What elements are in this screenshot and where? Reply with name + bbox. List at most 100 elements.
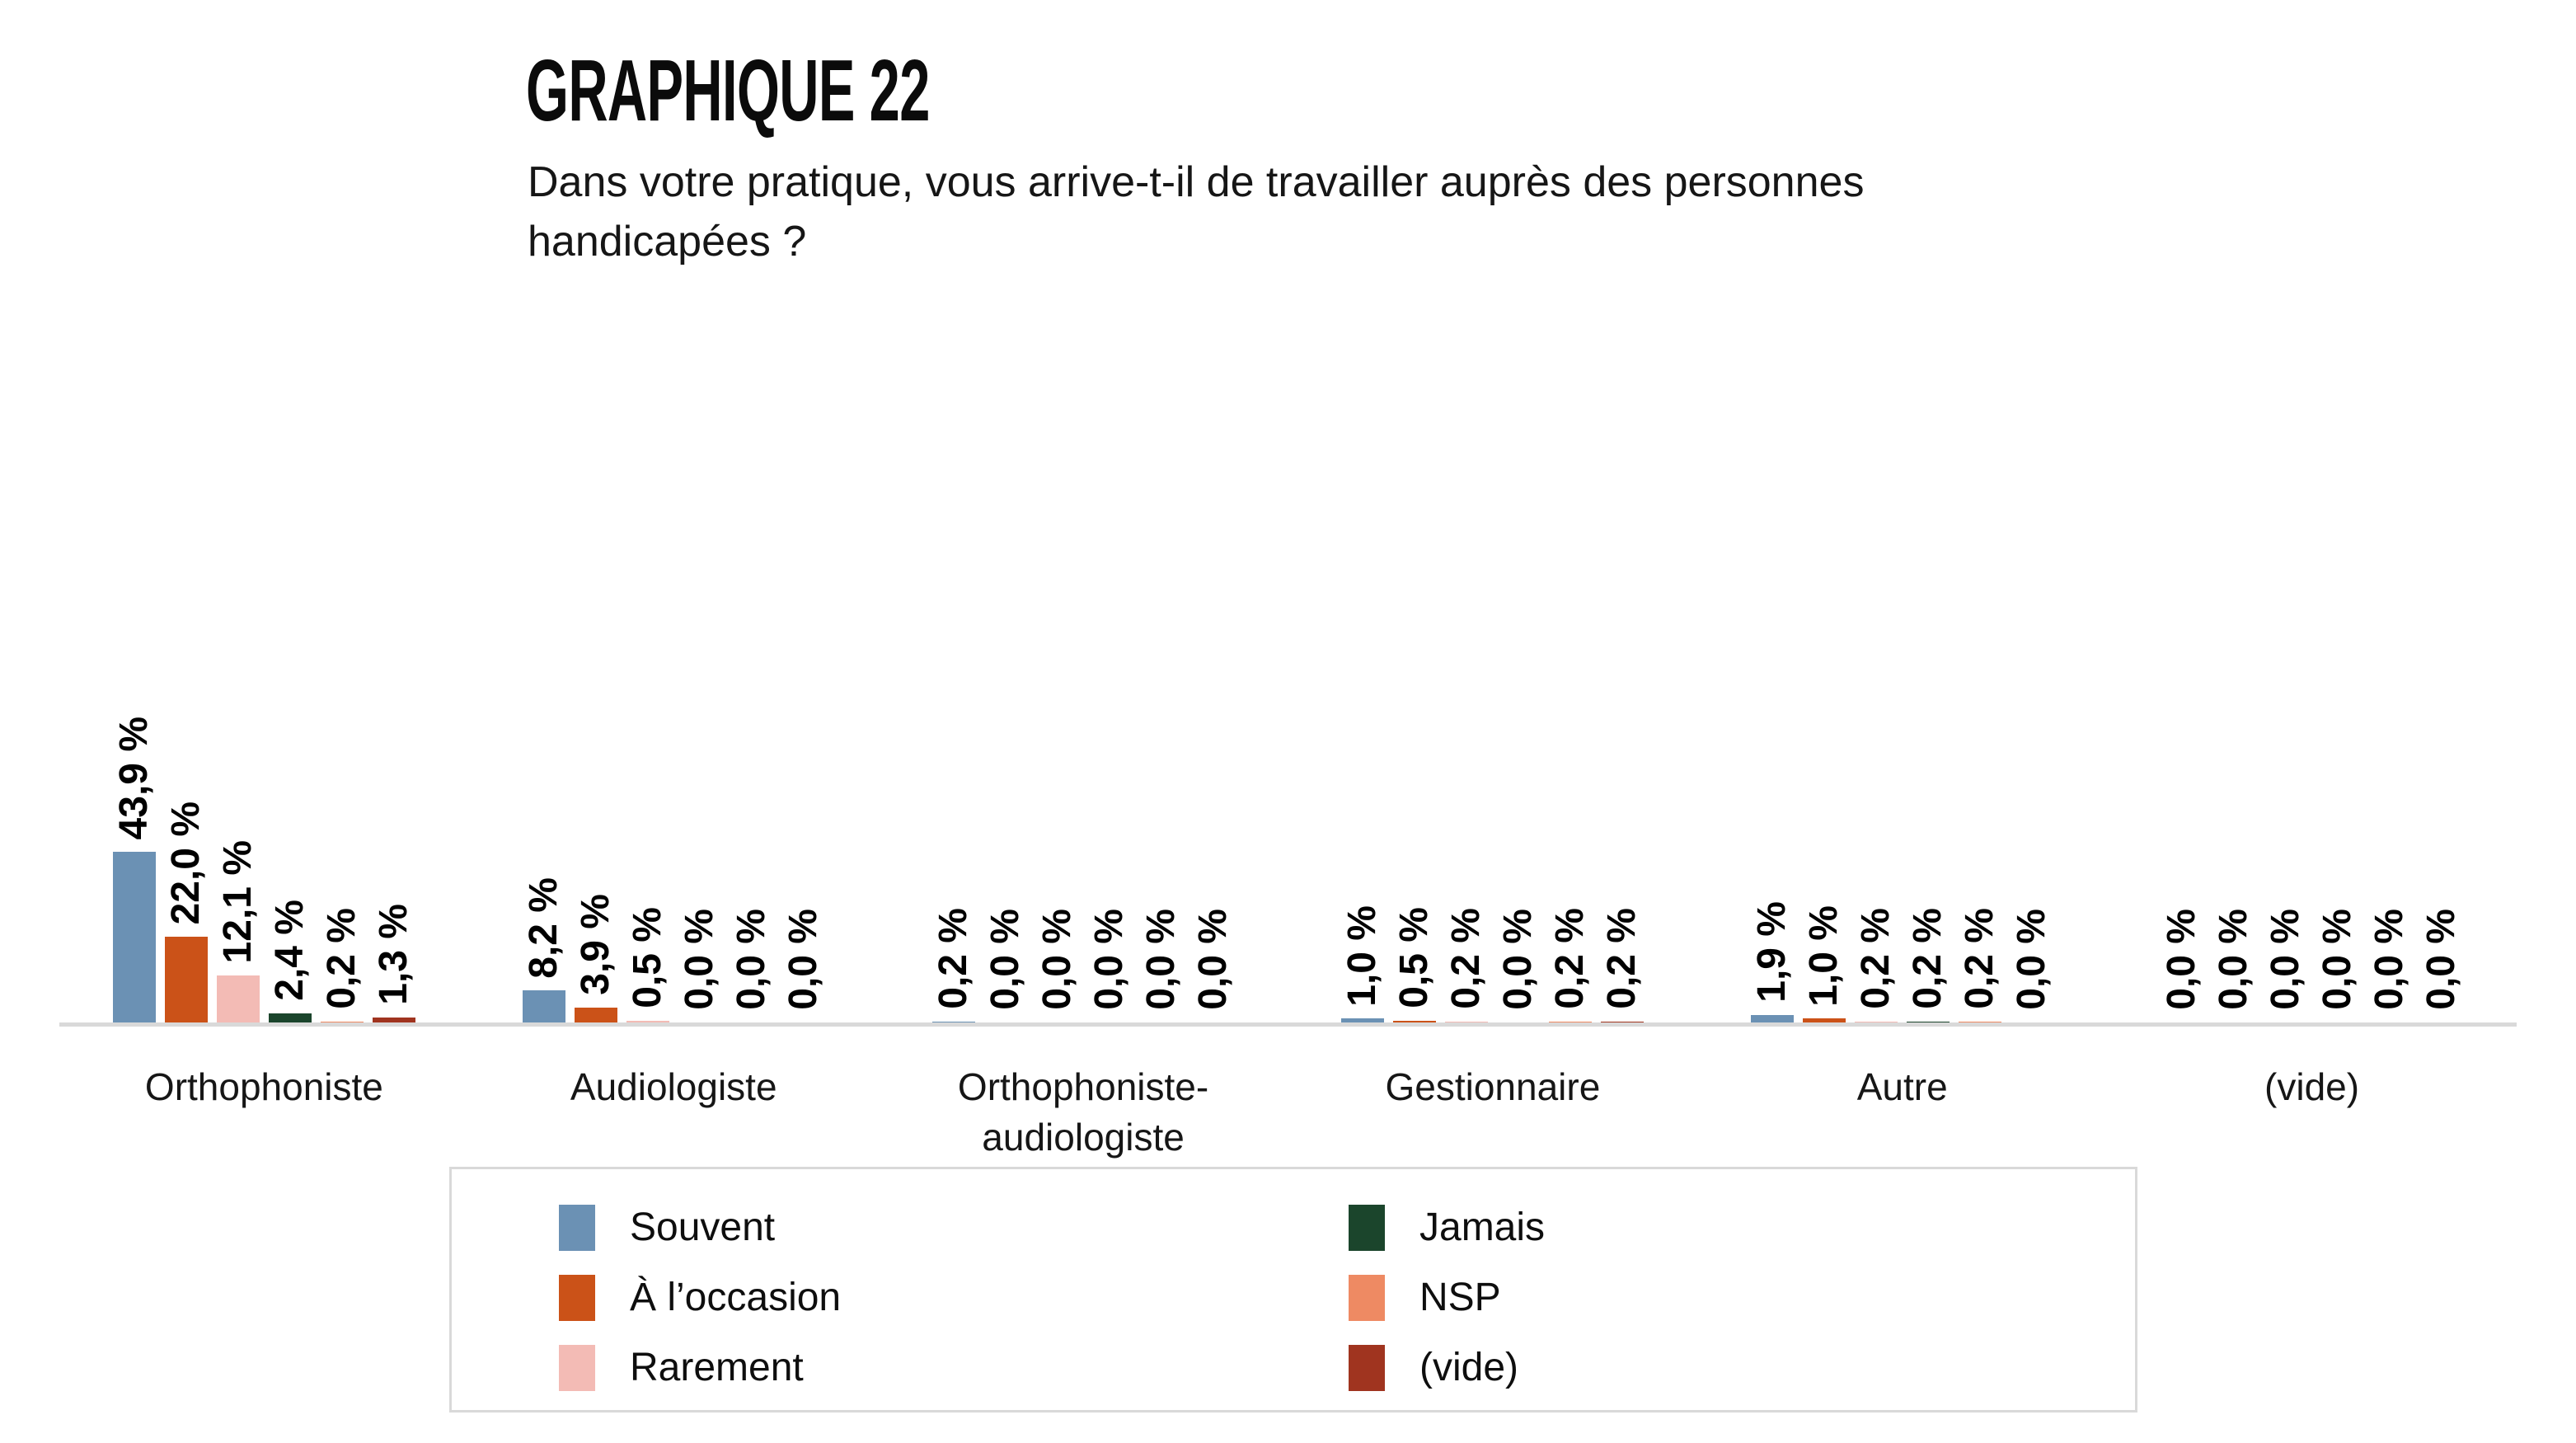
category-label: Orthophoniste xyxy=(144,1065,383,1108)
bar-value-label: 0,2 % xyxy=(1906,908,1950,1010)
bar-cell: 0,0 % xyxy=(1087,909,1131,1022)
bar-cell: 1,3 % xyxy=(371,904,415,1022)
bar-value-label: 0,0 % xyxy=(781,909,825,1010)
bar-value-label: 0,0 % xyxy=(729,909,773,1010)
legend-label: (vide) xyxy=(1419,1346,1519,1389)
legend-swatch xyxy=(1349,1274,1385,1321)
bar-value-label: 0,0 % xyxy=(2212,909,2256,1010)
legend-item: Jamais xyxy=(1349,1192,2135,1262)
bar-cell: 1,0 % xyxy=(1340,905,1385,1022)
x-axis-line xyxy=(59,1022,2517,1027)
bar-jamais xyxy=(268,1013,312,1022)
bar-cell: 0,0 % xyxy=(2010,909,2054,1022)
bar-cell: 0,0 % xyxy=(781,909,825,1022)
bar-value-label: 3,9 % xyxy=(573,893,617,995)
category-axis: Orthophoniste Audiologiste Orthophoniste-a… xyxy=(59,1062,2517,1162)
bar-group-6: 0,0 % 0,0 % 0,0 % 0,0 % 0,0 % 0,0 % xyxy=(2107,909,2517,1022)
bar-value-label: 1,3 % xyxy=(371,904,415,1005)
bar--l-occasion xyxy=(1803,1018,1846,1022)
bar-souvent xyxy=(1341,1018,1385,1022)
category-label: (vide) xyxy=(2264,1065,2360,1108)
bar-value-label: 0,0 % xyxy=(1190,909,1235,1010)
bar-value-label: 8,2 % xyxy=(521,877,565,979)
legend-swatch xyxy=(1349,1344,1385,1391)
page-title: GRAPHIQUE 22 xyxy=(526,42,930,139)
bar-cell: 1,9 % xyxy=(1750,901,1795,1022)
bar-value-label: 0,0 % xyxy=(2160,909,2204,1010)
bar-value-label: 0,0 % xyxy=(2367,909,2412,1010)
bar-cell: 2,4 % xyxy=(267,899,312,1022)
bar-value-label: 0,0 % xyxy=(2316,909,2360,1010)
bar-cell: 0,2 % xyxy=(1548,908,1593,1022)
bar-value-label: 12,1 % xyxy=(215,839,260,964)
bar-souvent xyxy=(522,990,565,1022)
bar-souvent xyxy=(1751,1015,1795,1022)
bar-value-label: 0,0 % xyxy=(2419,909,2464,1010)
bar-cell: 0,2 % xyxy=(931,908,975,1022)
bar-value-label: 0,5 % xyxy=(625,906,669,1008)
legend-swatch xyxy=(559,1274,595,1321)
legend-label: À l’occasion xyxy=(630,1276,842,1319)
bar-cell: 0,0 % xyxy=(2264,909,2307,1022)
bar-cell: 22,0 % xyxy=(163,801,208,1022)
legend-label: NSP xyxy=(1419,1276,1501,1319)
bar--l-occasion xyxy=(574,1007,617,1022)
bar--l-occasion xyxy=(164,937,208,1022)
bar-group-5: 1,9 % 1,0 % 0,2 % 0,2 % 0,2 % 0,0 % xyxy=(1697,901,2107,1022)
bar-value-label: 0,0 % xyxy=(2264,909,2308,1010)
bar-cell: 0,5 % xyxy=(1392,906,1437,1022)
bar-value-label: 0,2 % xyxy=(1444,908,1489,1010)
bar-value-label: 0,0 % xyxy=(1138,909,1183,1010)
category-label: Audiologiste xyxy=(570,1065,777,1108)
bar-cell: 0,0 % xyxy=(1035,909,1079,1022)
bar-group-2: 8,2 % 3,9 % 0,5 % 0,0 % 0,0 % 0,0 % xyxy=(469,877,879,1022)
bar-cell: 0,0 % xyxy=(2367,909,2412,1022)
bar-cell: 0,5 % xyxy=(626,907,669,1022)
bar-value-label: 1,0 % xyxy=(1340,905,1385,1007)
bar-value-label: 0,0 % xyxy=(1496,909,1541,1010)
bar-value-label: 22,0 % xyxy=(163,801,208,925)
bar-cell: 0,0 % xyxy=(2212,909,2255,1022)
bar-cell: 3,9 % xyxy=(573,893,617,1022)
bar-value-label: 0,0 % xyxy=(1035,909,1079,1010)
bar-cell: 0,0 % xyxy=(678,909,721,1022)
bar-cell: 0,0 % xyxy=(2419,909,2464,1022)
bar-group-3: 0,2 % 0,0 % 0,0 % 0,0 % 0,0 % 0,0 % xyxy=(879,908,1288,1022)
legend-column-2: Jamais NSP (vide) xyxy=(1349,1169,2135,1403)
bar-value-label: 0,2 % xyxy=(319,908,364,1010)
legend: Souvent À l’occasion Rarement Jamais NSP (vid… xyxy=(449,1167,2137,1412)
bar-value-label: 0,2 % xyxy=(1600,908,1645,1010)
bar-cell: 0,2 % xyxy=(1600,908,1645,1022)
legend-column-1: Souvent À l’occasion Rarement xyxy=(452,1169,1349,1403)
bar-cell: 0,2 % xyxy=(1906,908,1950,1022)
bar-value-label: 0,5 % xyxy=(1392,906,1437,1008)
page-subtitle: Dans votre pratique, vous arrive-t-il de… xyxy=(528,158,1865,266)
legend-item: Rarement xyxy=(559,1333,1349,1403)
bar-value-label: 0,2 % xyxy=(1854,908,1898,1010)
bar-value-label: 1,9 % xyxy=(1750,901,1795,1004)
bar-value-label: 0,0 % xyxy=(983,909,1027,1010)
category-label: Orthophoniste-audiologiste xyxy=(957,1065,1209,1159)
bar-rarement xyxy=(626,1020,669,1022)
bar-cell: 0,0 % xyxy=(730,909,773,1022)
legend-item: (vide) xyxy=(1349,1333,2135,1403)
bar-cell: 1,0 % xyxy=(1802,905,1846,1022)
bar-cell: 0,2 % xyxy=(1958,908,2002,1022)
bar-value-label: 0,0 % xyxy=(2010,909,2054,1010)
bar-value-label: 0,2 % xyxy=(1548,908,1593,1010)
bar--l-occasion xyxy=(1393,1020,1437,1022)
bar-cell: 43,9 % xyxy=(112,717,156,1022)
bar-rarement xyxy=(216,975,260,1022)
bar-cell: 0,2 % xyxy=(319,908,364,1022)
legend-swatch xyxy=(1349,1204,1385,1251)
bar-value-label: 0,2 % xyxy=(931,908,975,1010)
bar-cell: 0,0 % xyxy=(2160,909,2204,1022)
legend-item: À l’occasion xyxy=(559,1262,1349,1333)
legend-item: NSP xyxy=(1349,1262,2135,1333)
bar-value-label: 2,4 % xyxy=(267,899,312,1001)
legend-label: Rarement xyxy=(630,1346,804,1389)
bar-value-label: 0,0 % xyxy=(677,909,721,1010)
bar-cell: 0,0 % xyxy=(1190,909,1235,1022)
bar-cell: 0,0 % xyxy=(983,909,1027,1022)
